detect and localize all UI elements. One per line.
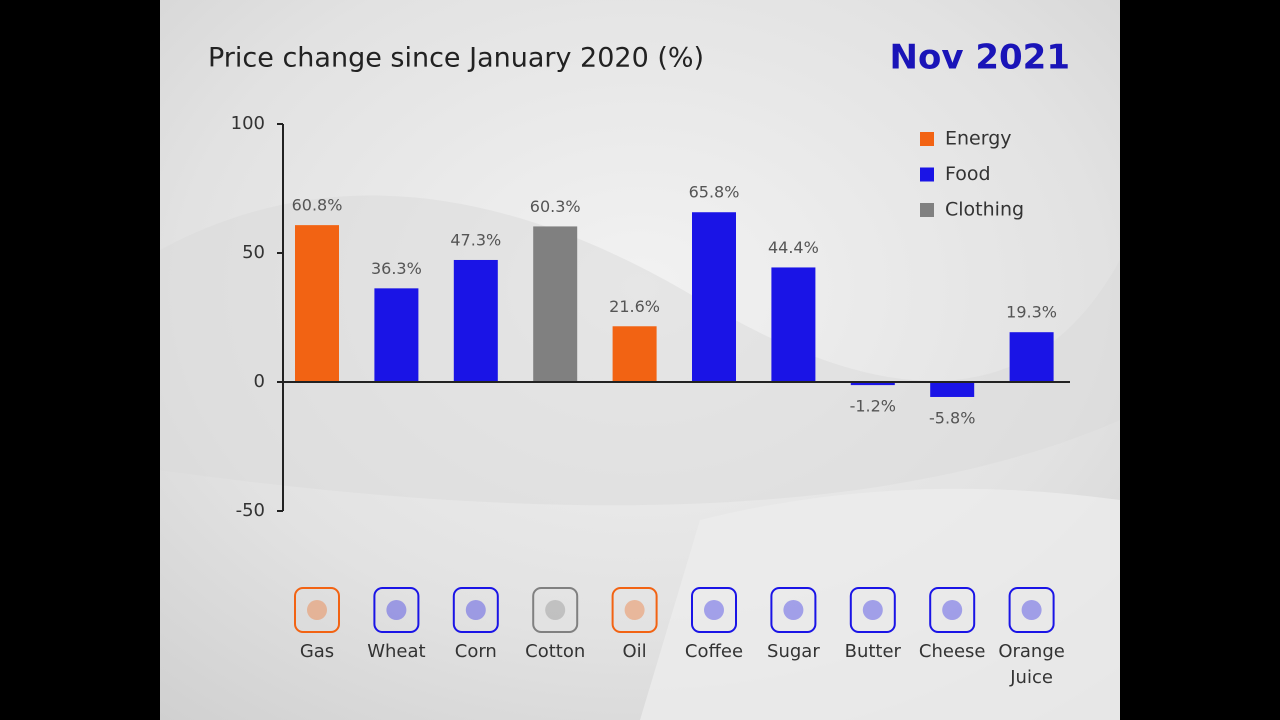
icon [307, 600, 327, 620]
bar [533, 226, 578, 382]
x-tick-label: Cotton [525, 641, 585, 662]
value-label: 19.3% [1006, 303, 1057, 322]
y-tick-label: -50 [236, 500, 265, 521]
bar [1009, 332, 1054, 382]
icon [624, 600, 645, 620]
bar [771, 267, 816, 382]
icon [849, 587, 896, 633]
x-tick-label: Butter [845, 641, 902, 662]
legend-swatch [920, 203, 934, 217]
bar [612, 326, 657, 382]
legend-label: Energy [945, 128, 1012, 150]
icon [1021, 600, 1042, 620]
icon [783, 600, 804, 620]
y-tick-label: 0 [254, 371, 265, 392]
x-tick-label: Cheese [919, 641, 986, 662]
value-label: -5.8% [929, 408, 975, 427]
icon [545, 600, 566, 620]
value-label: 44.4% [768, 238, 819, 257]
x-tick-label: Wheat [367, 641, 425, 662]
icon [452, 587, 499, 633]
background-shape [640, 488, 1120, 720]
bar [295, 225, 339, 382]
value-label: 65.8% [689, 183, 740, 202]
icon [373, 587, 420, 633]
legend-swatch [920, 167, 934, 182]
subtitle: Price change since January 2020 (%) [208, 43, 704, 74]
x-tick-label: Gas [300, 641, 334, 662]
value-label: 47.3% [450, 230, 501, 249]
bar [692, 212, 736, 382]
bar [850, 382, 895, 386]
value-label: -1.2% [850, 397, 896, 416]
icon [465, 600, 486, 620]
bar [374, 288, 419, 382]
icon [929, 587, 976, 633]
bar [453, 259, 498, 382]
x-tick-label: Corn [455, 641, 497, 662]
icon [294, 587, 340, 633]
y-tick-label: 50 [242, 242, 265, 263]
legend-swatch [920, 132, 934, 146]
date: Nov 2021 [890, 38, 1070, 78]
x-tick-label: Sugar [767, 641, 820, 662]
value-label: 60.8% [292, 196, 343, 215]
x-tick-label: Orange Juice [998, 641, 1065, 688]
icon [1008, 587, 1055, 633]
x-tick-label: Coffee [685, 641, 743, 662]
icon [691, 587, 737, 633]
icon [942, 600, 963, 620]
value-label: 60.3% [530, 197, 581, 216]
x-tick-label: Oil [623, 641, 647, 662]
legend-label: Food [945, 163, 991, 185]
legend-label: Clothing [945, 199, 1024, 221]
icon [704, 600, 724, 620]
icon [862, 600, 883, 620]
icon [770, 587, 817, 633]
y-tick-label: 100 [231, 113, 265, 134]
value-label: 36.3% [371, 259, 422, 278]
value-label: 21.6% [609, 297, 660, 316]
icon [532, 587, 579, 633]
bar [930, 382, 975, 397]
icon [611, 587, 658, 633]
icon [386, 600, 407, 620]
